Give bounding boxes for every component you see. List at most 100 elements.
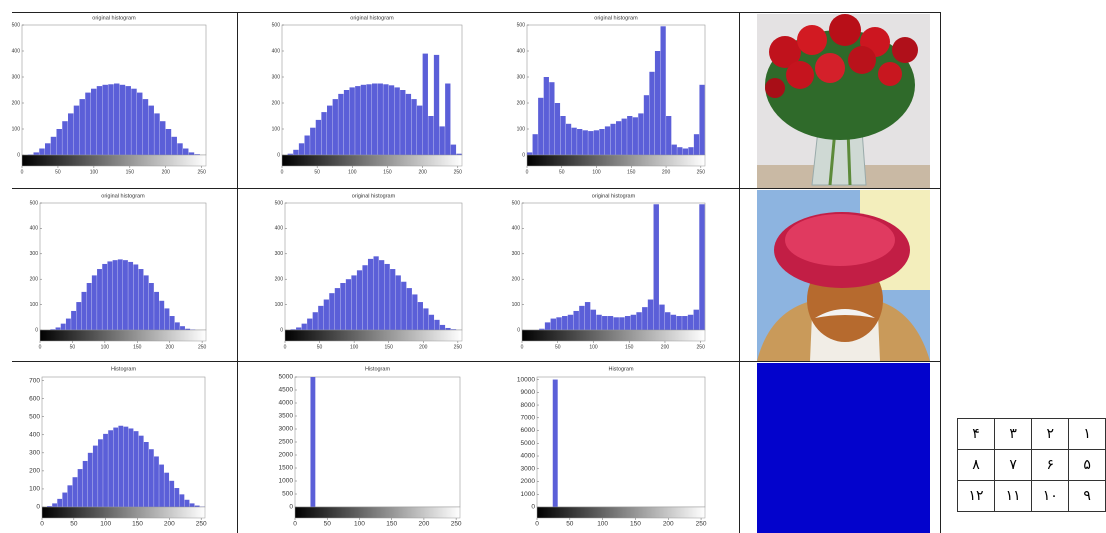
y-tick-label: 10000 — [517, 376, 535, 383]
x-tick-label: 50 — [555, 344, 561, 350]
plot-area — [295, 377, 460, 507]
bar — [103, 434, 108, 507]
y-tick-label: 100 — [30, 302, 39, 308]
bar — [596, 315, 601, 330]
y-tick-label: 400 — [12, 48, 21, 54]
y-tick-label: 4000 — [521, 453, 536, 460]
bar — [412, 294, 417, 330]
x-tick-label: 100 — [592, 169, 601, 175]
bar — [602, 316, 607, 330]
bar — [164, 473, 169, 507]
bar — [118, 259, 123, 330]
bar — [333, 99, 338, 155]
table-cell: ۱ — [1069, 419, 1106, 450]
bar — [527, 152, 532, 155]
bar — [683, 149, 688, 156]
bar — [682, 316, 687, 330]
bar — [139, 436, 144, 507]
bar — [324, 300, 329, 330]
bar — [661, 26, 666, 155]
bar — [124, 427, 129, 507]
bar — [310, 128, 315, 155]
x-tick-label: 50 — [324, 521, 332, 528]
bar — [318, 306, 323, 330]
bar — [62, 493, 67, 507]
bar — [622, 119, 627, 155]
y-tick-label: 300 — [272, 74, 281, 80]
bar — [313, 312, 318, 330]
bar — [573, 311, 578, 330]
plot-area — [537, 377, 705, 507]
colorbar — [282, 155, 462, 166]
bar — [614, 317, 619, 330]
bar — [118, 426, 123, 507]
bar — [180, 326, 185, 330]
chart-title: original histogram — [352, 193, 396, 199]
y-tick-label: 500 — [517, 22, 526, 28]
chart-title: Histogram — [365, 366, 390, 372]
bar — [676, 316, 681, 330]
y-tick-label: 300 — [29, 450, 40, 457]
bar — [91, 89, 96, 155]
x-tick-label: 0 — [526, 169, 529, 175]
bar — [406, 94, 411, 155]
bar — [102, 264, 107, 330]
bar — [340, 283, 345, 330]
bar — [401, 282, 406, 330]
bar — [555, 103, 560, 155]
bar — [395, 87, 400, 155]
table-cell: ۸ — [958, 450, 995, 481]
bar — [648, 300, 653, 330]
table-cell: ۶ — [1032, 450, 1069, 481]
y-tick-label: 100 — [275, 302, 284, 308]
x-tick-label: 100 — [100, 521, 111, 528]
bar — [599, 129, 604, 155]
y-tick-label: 300 — [512, 251, 521, 257]
bar — [619, 317, 624, 330]
bar — [144, 275, 149, 330]
y-tick-label: 9000 — [521, 389, 536, 396]
colorbar — [295, 507, 460, 518]
bar — [568, 315, 573, 330]
bar — [113, 260, 118, 330]
colorbar — [40, 330, 206, 341]
y-tick-label: 2000 — [521, 478, 536, 485]
bar — [82, 292, 87, 330]
bar — [154, 456, 159, 507]
bar — [134, 431, 139, 507]
bar — [666, 116, 671, 155]
x-tick-label: 250 — [451, 521, 462, 528]
bar — [642, 307, 647, 330]
bar — [56, 327, 61, 330]
x-tick-label: 200 — [662, 169, 671, 175]
bar — [368, 259, 373, 330]
colorbar — [527, 155, 705, 166]
bar — [351, 275, 356, 330]
bar — [74, 106, 79, 155]
y-tick-label: 400 — [275, 226, 284, 232]
bar — [374, 256, 379, 330]
y-tick-label: 100 — [517, 126, 526, 132]
bar — [103, 85, 108, 155]
bar — [57, 129, 62, 155]
table-cell: ۵ — [1069, 450, 1106, 481]
x-tick-label: 100 — [90, 169, 99, 175]
y-tick-label: 500 — [29, 413, 40, 420]
bar — [68, 113, 73, 155]
bar — [694, 134, 699, 155]
x-tick-label: 250 — [696, 521, 707, 528]
x-tick-label: 100 — [589, 344, 598, 350]
table-cell: ۴ — [958, 419, 995, 450]
bar — [52, 503, 57, 507]
y-tick-label: 500 — [12, 22, 21, 28]
bar — [85, 93, 90, 155]
bar — [80, 99, 85, 155]
bar — [159, 301, 164, 330]
bar — [327, 106, 332, 155]
bar — [39, 149, 44, 156]
x-tick-label: 0 — [284, 344, 287, 350]
bar — [389, 85, 394, 155]
x-tick-label: 50 — [317, 344, 323, 350]
